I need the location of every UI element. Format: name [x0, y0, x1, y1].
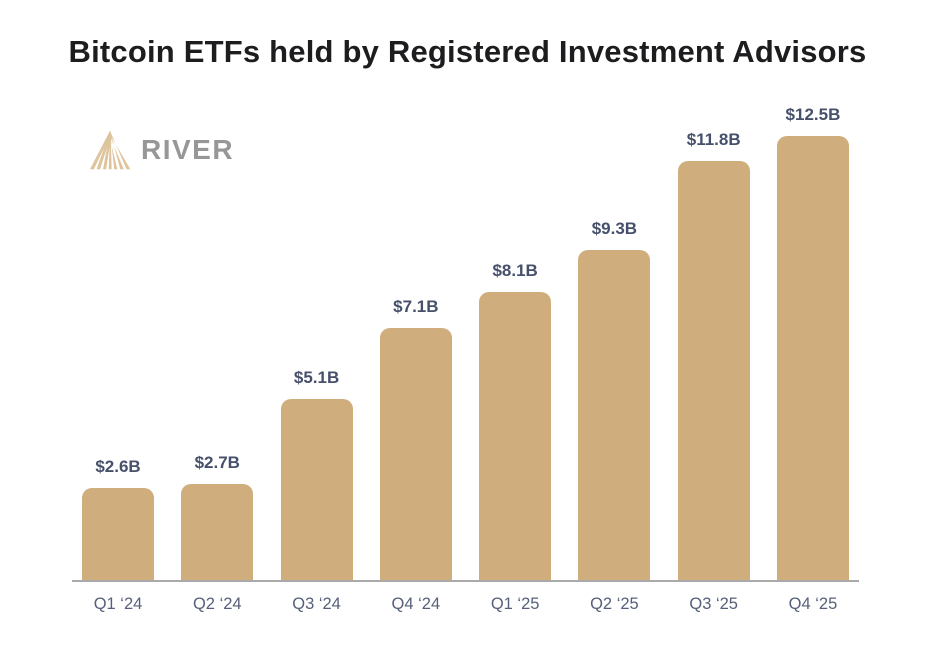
- bar-column: $5.1B: [280, 368, 353, 580]
- river-mountain-icon: [90, 130, 131, 170]
- x-axis-tick-label: Q3 ‘25: [689, 595, 738, 613]
- bar-value-label: $8.1B: [492, 261, 538, 280]
- bar-column: $12.5B: [776, 105, 849, 580]
- bar-value-label: $2.7B: [194, 453, 240, 472]
- x-axis-line: [72, 580, 859, 582]
- x-axis-tick-label: Q4 ‘24: [391, 595, 441, 613]
- bar-column: $9.3B: [578, 219, 651, 580]
- bar-chart-plot-area: $2.6B $2.7B $5.1B $7.1B $8.1B $9.3B $11.8B $12.…: [72, 105, 859, 580]
- bar: [677, 161, 750, 580]
- bar: [280, 399, 353, 580]
- x-axis-labels: Q1 ‘24 Q2 ‘24 Q3 ‘24 Q4 ‘24 Q1 ‘25 Q2 ‘25 Q3 ‘…: [72, 595, 859, 614]
- x-axis-tick-label: Q2 ‘24: [192, 595, 242, 613]
- page-title: Bitcoin ETFs held by Registered Investme…: [68, 34, 867, 69]
- x-axis-tick-label: Q1 ‘24: [93, 595, 143, 613]
- bar: [181, 484, 254, 580]
- bar-column: $7.1B: [379, 297, 452, 580]
- x-axis-tick-label: Q4 ‘25: [788, 595, 838, 613]
- bar: [379, 328, 452, 580]
- bar-column: $8.1B: [479, 261, 552, 580]
- x-axis-tick-label: Q2 ‘25: [590, 595, 639, 613]
- bar-value-label: $9.3B: [591, 219, 638, 238]
- river-logo-text: RIVER: [141, 134, 235, 165]
- bar-column: $2.6B: [82, 457, 154, 580]
- bar-value-label: $2.6B: [95, 457, 141, 476]
- x-axis-tick-label: Q3 ‘24: [292, 595, 341, 613]
- bar: [82, 488, 154, 580]
- bar: [479, 292, 552, 580]
- bar-value-label: $5.1B: [293, 368, 340, 387]
- bar-value-label: $7.1B: [393, 297, 439, 316]
- x-axis-tick-label: Q1 ‘25: [490, 595, 540, 613]
- bar-value-label: $11.8B: [686, 130, 741, 149]
- river-logo: RIVER: [88, 127, 234, 173]
- bar-column: $11.8B: [677, 130, 750, 580]
- bar: [776, 136, 849, 580]
- bar: [578, 250, 651, 580]
- bar-column: $2.7B: [181, 453, 254, 580]
- bar-value-label: $12.5B: [785, 105, 841, 124]
- bar-chart: $2.6B $2.7B $5.1B $7.1B $8.1B $9.3B $11.8B $12.…: [72, 105, 859, 614]
